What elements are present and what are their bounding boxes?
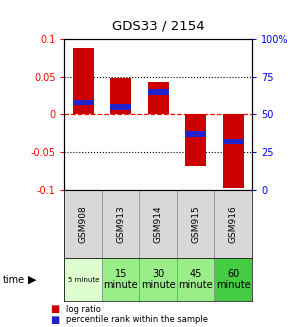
Bar <box>214 190 252 258</box>
Bar <box>185 114 206 165</box>
Bar <box>110 104 131 110</box>
Text: GSM914: GSM914 <box>154 205 163 243</box>
Bar <box>148 89 168 95</box>
Bar <box>185 131 206 137</box>
Bar <box>110 78 131 114</box>
Text: 15
minute: 15 minute <box>103 269 138 290</box>
Text: GDS33 / 2154: GDS33 / 2154 <box>112 20 205 33</box>
Bar <box>223 114 243 188</box>
Text: 30
minute: 30 minute <box>141 269 176 290</box>
Bar <box>223 139 243 144</box>
Text: GSM913: GSM913 <box>116 205 125 243</box>
Bar <box>73 100 93 105</box>
Text: log ratio: log ratio <box>66 304 101 314</box>
Bar <box>102 258 139 301</box>
Bar <box>177 258 214 301</box>
Bar <box>148 82 168 114</box>
Bar <box>139 258 177 301</box>
Text: ■: ■ <box>50 304 59 314</box>
Text: GSM916: GSM916 <box>229 205 238 243</box>
Bar <box>214 258 252 301</box>
Text: ■: ■ <box>50 315 59 325</box>
Bar <box>64 258 102 301</box>
Bar <box>102 190 139 258</box>
Text: GSM915: GSM915 <box>191 205 200 243</box>
Bar <box>64 190 102 258</box>
Text: ▶: ▶ <box>28 275 37 284</box>
Bar <box>177 190 214 258</box>
Text: GSM908: GSM908 <box>79 205 88 243</box>
Text: 5 minute: 5 minute <box>67 277 99 283</box>
Text: percentile rank within the sample: percentile rank within the sample <box>66 315 208 324</box>
Bar <box>73 48 93 114</box>
Bar <box>139 190 177 258</box>
Text: 45
minute: 45 minute <box>178 269 213 290</box>
Text: time: time <box>3 275 25 284</box>
Text: 60
minute: 60 minute <box>216 269 251 290</box>
